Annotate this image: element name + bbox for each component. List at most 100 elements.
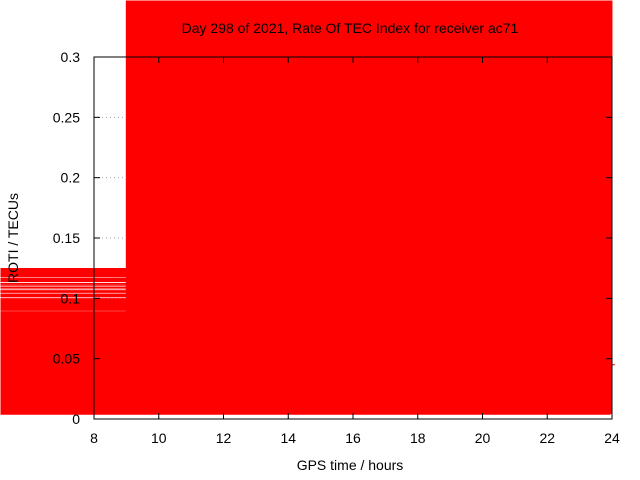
data-point xyxy=(337,283,344,290)
data-point xyxy=(434,355,441,362)
y-tick-labels: 0 0.05 0.1 0.15 0.2 0.25 0.3 xyxy=(53,49,80,427)
data-point xyxy=(579,283,586,290)
data-point xyxy=(272,249,279,256)
data-point xyxy=(128,367,135,374)
data-point xyxy=(469,321,476,328)
data-point xyxy=(155,367,162,374)
data-point xyxy=(307,241,314,248)
data-point xyxy=(127,361,134,368)
data-point xyxy=(600,343,607,350)
data-point xyxy=(201,331,208,338)
data-point xyxy=(587,295,594,302)
data-point xyxy=(382,307,389,314)
data-point xyxy=(236,325,243,332)
data-point xyxy=(217,319,224,326)
x-tick-labels: 8 10 12 14 16 18 20 22 24 xyxy=(90,430,620,446)
data-point xyxy=(317,216,324,223)
data-point xyxy=(191,331,198,338)
data-point xyxy=(503,304,510,311)
data-point xyxy=(124,337,131,344)
data-point xyxy=(220,337,227,344)
data-point xyxy=(424,367,431,374)
data-point xyxy=(126,355,133,362)
data-point xyxy=(294,253,301,260)
x-axis-label: GPS time / hours xyxy=(297,457,404,473)
x-tick-label: 8 xyxy=(90,430,98,446)
axis-ticks xyxy=(93,56,613,420)
x-tick-label: 16 xyxy=(345,430,361,446)
data-point xyxy=(408,355,415,362)
data-point xyxy=(194,319,201,326)
x-tick-label: 14 xyxy=(280,430,296,446)
y-tick-label: 0.05 xyxy=(53,351,80,367)
data-point xyxy=(327,265,334,272)
y-tick-label: 0.15 xyxy=(53,230,80,246)
data-point xyxy=(129,373,136,380)
data-point xyxy=(314,241,321,248)
data-point xyxy=(571,265,578,272)
data-point xyxy=(570,307,577,314)
data-point xyxy=(592,283,599,290)
data-point xyxy=(515,355,522,362)
data-point xyxy=(249,321,256,328)
data-point xyxy=(311,105,318,112)
data-point xyxy=(204,337,211,344)
data-point xyxy=(388,343,395,350)
data-point xyxy=(278,343,285,350)
data-point xyxy=(369,307,376,314)
mid-values xyxy=(0,0,613,408)
data-point xyxy=(414,361,421,368)
data-point xyxy=(188,343,195,350)
data-point xyxy=(453,355,460,362)
data-point xyxy=(259,337,266,344)
data-point xyxy=(356,271,363,278)
data-point xyxy=(265,307,272,314)
dense-scatter-cloud xyxy=(0,0,613,415)
data-point xyxy=(476,337,483,344)
data-point xyxy=(362,295,369,302)
data-point xyxy=(171,361,178,368)
data-point xyxy=(153,292,160,299)
data-point xyxy=(196,304,203,311)
data-point xyxy=(482,343,489,350)
data-point xyxy=(270,291,277,298)
data-point xyxy=(301,247,308,254)
data-point xyxy=(353,259,360,266)
data-point xyxy=(484,302,491,309)
data-point xyxy=(495,349,502,356)
data-point xyxy=(583,301,590,308)
data-point xyxy=(375,268,382,275)
data-point xyxy=(320,253,327,260)
data-point xyxy=(573,253,580,260)
data-point xyxy=(175,367,182,374)
data-point xyxy=(230,331,237,338)
x-tick-label: 24 xyxy=(604,430,620,446)
data-point xyxy=(316,208,323,215)
chart-title: Day 298 of 2021, Rate Of TEC Index for r… xyxy=(182,20,519,36)
data-point xyxy=(243,319,250,326)
data-point xyxy=(139,373,146,380)
y-tick-label: 0.2 xyxy=(61,170,81,186)
data-point xyxy=(291,259,298,266)
data-point xyxy=(207,313,214,320)
data-point xyxy=(123,329,130,336)
data-point xyxy=(553,361,560,368)
y-tick-label: 0.1 xyxy=(61,290,81,306)
data-point xyxy=(210,331,217,338)
data-point xyxy=(146,358,153,365)
data-point xyxy=(152,291,159,298)
data-point xyxy=(343,271,350,278)
data-point xyxy=(154,311,161,318)
data-point xyxy=(125,346,132,353)
data-point xyxy=(286,261,293,268)
data-point xyxy=(311,163,318,170)
x-tick-label: 22 xyxy=(539,430,555,446)
data-points xyxy=(123,105,615,389)
data-point xyxy=(330,259,337,266)
data-point xyxy=(379,277,386,284)
data-point xyxy=(150,243,157,250)
data-point xyxy=(524,361,531,368)
data-point xyxy=(563,355,570,362)
y-tick-label: 0 xyxy=(72,411,80,427)
